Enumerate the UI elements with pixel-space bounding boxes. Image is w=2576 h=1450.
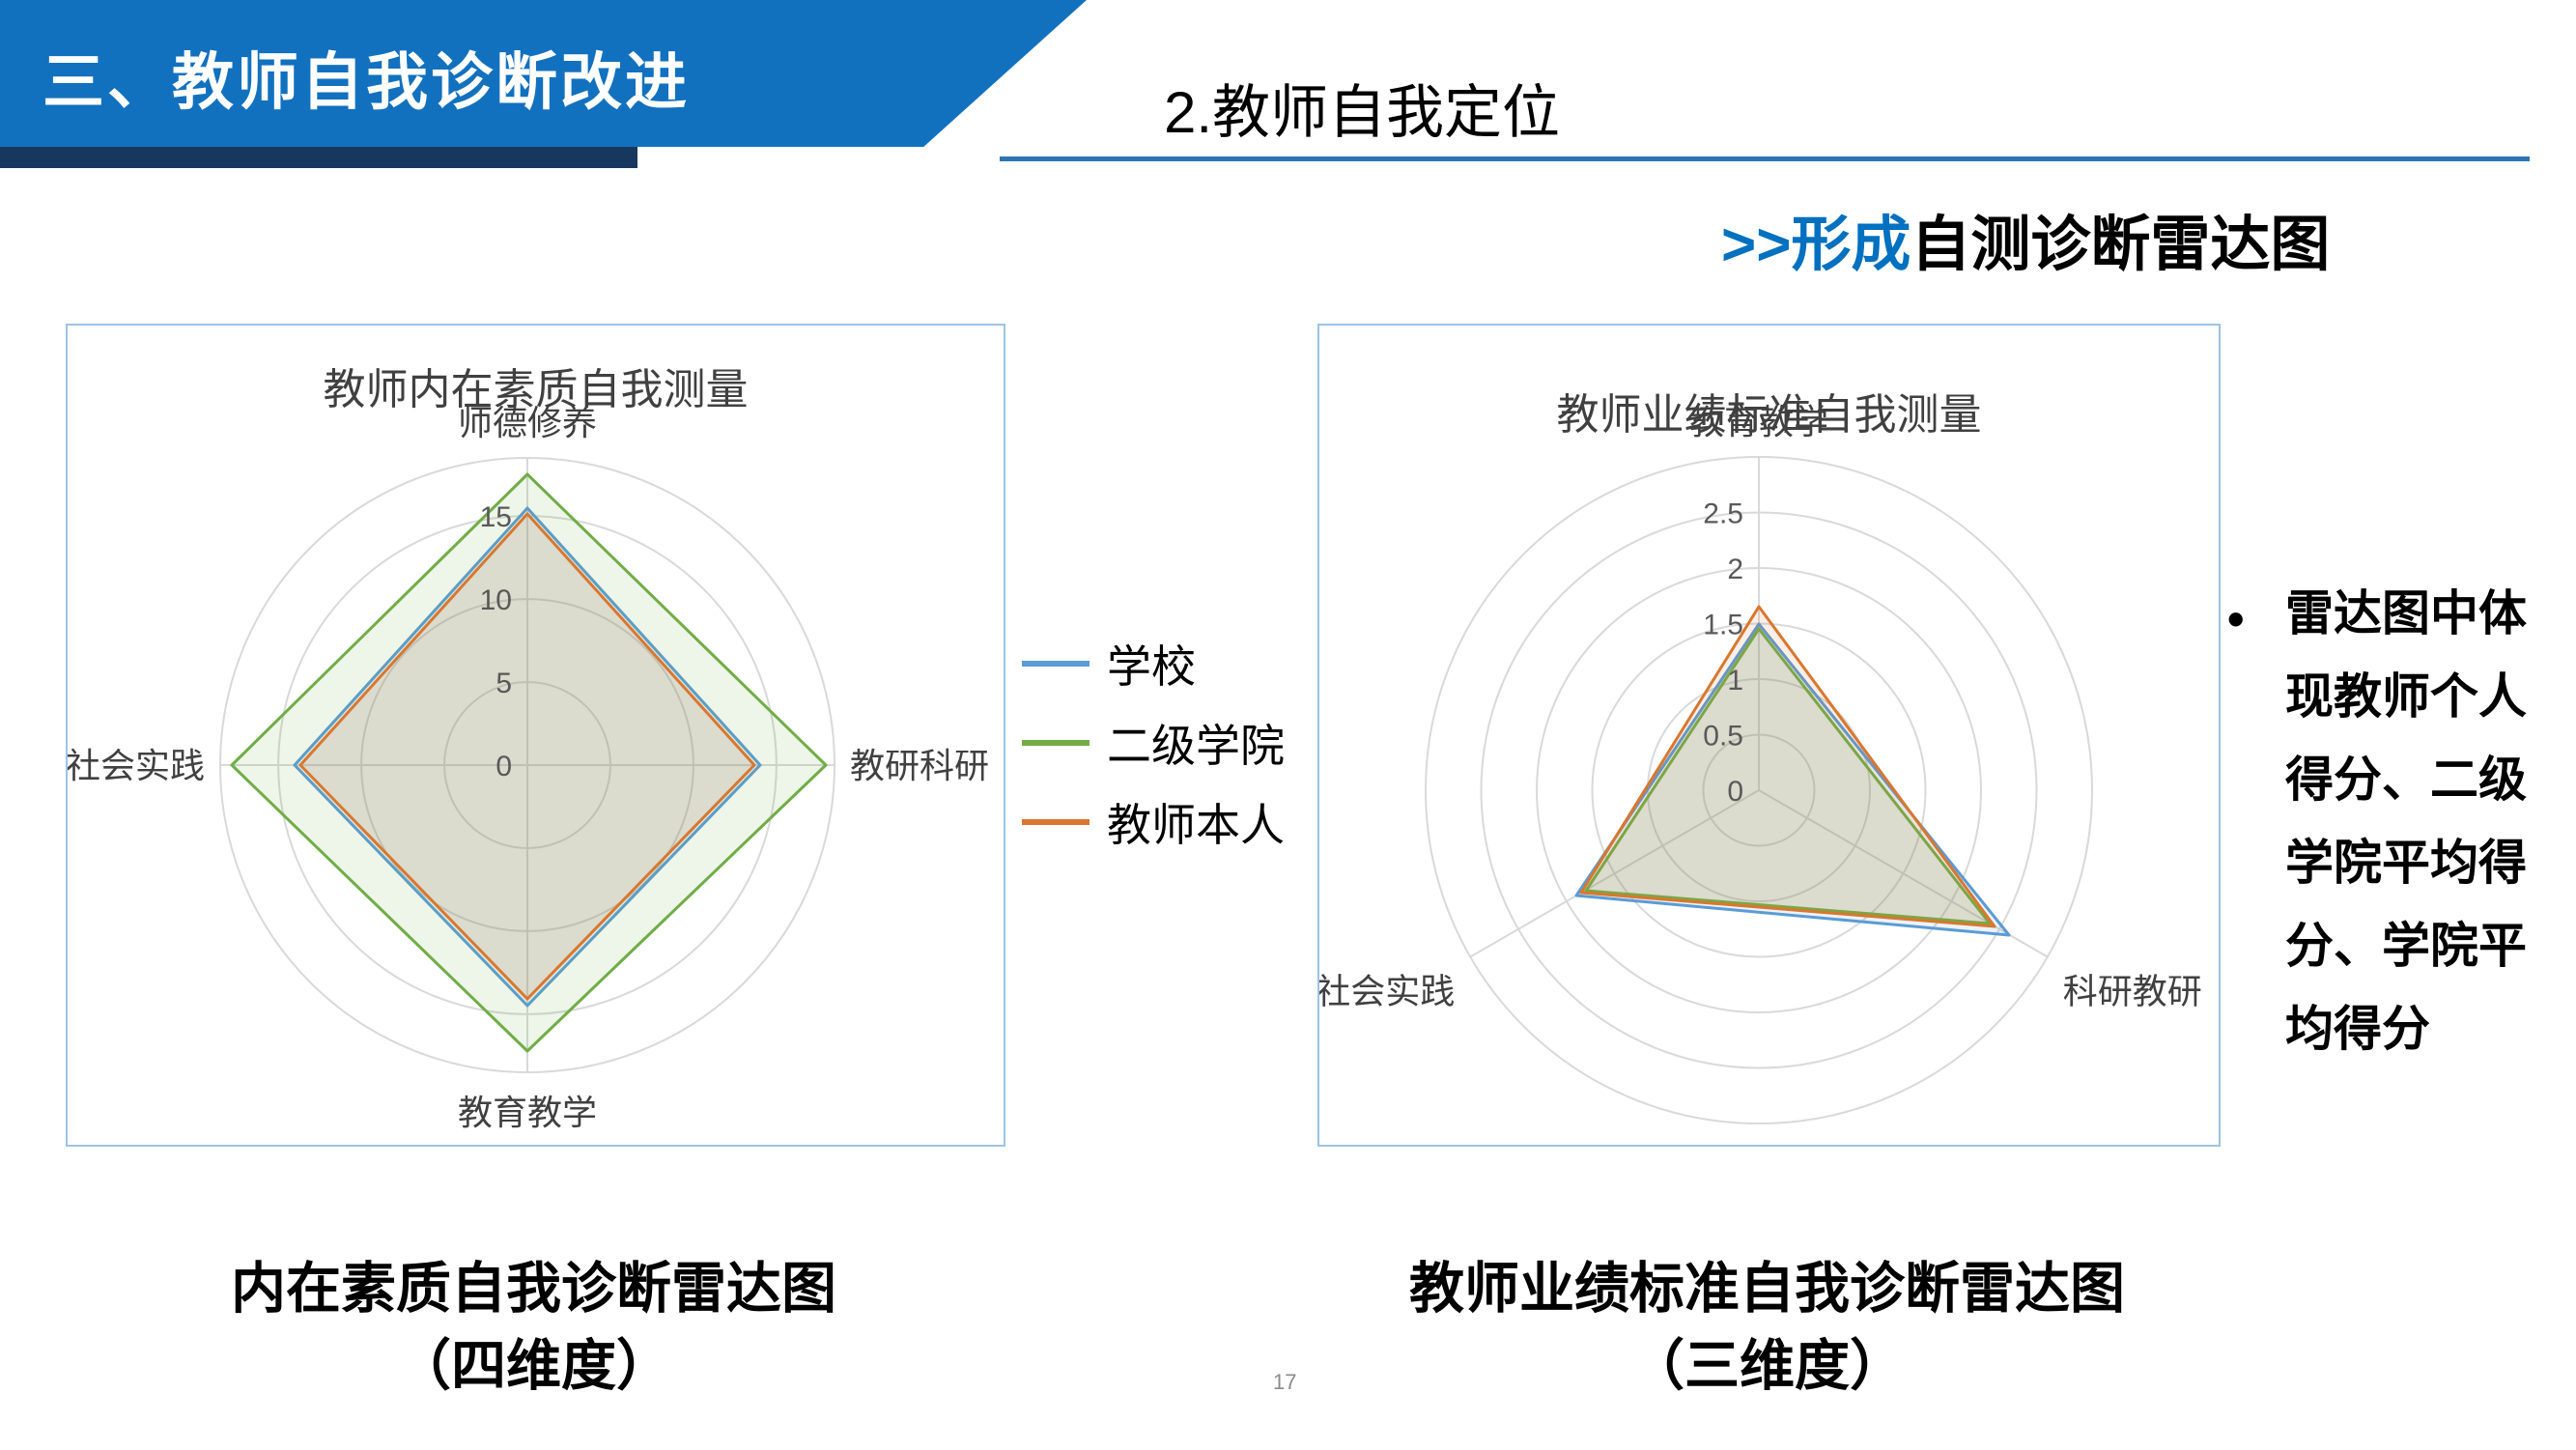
banner-accent-strip [0,147,637,168]
chart-title-performance: 教师业绩标准自我测量 [1556,391,1982,439]
legend: 学校 二级学院 教师本人 [1022,624,1285,862]
caption-inner-quality-line2: （四维度） [396,1335,671,1397]
svg-text:2: 2 [1727,554,1743,585]
legend-swatch-school [1022,661,1090,667]
legend-item-teacher: 教师本人 [1022,782,1285,862]
legend-label-teacher: 教师本人 [1107,800,1285,850]
caption-performance-line1: 教师业绩标准自我诊断雷达图 [1409,1258,2125,1320]
side-note-bullet: • [2227,592,2245,646]
svg-text:社会实践: 社会实践 [68,746,205,785]
svg-text:科研教研: 科研教研 [2063,972,2202,1011]
svg-text:1.5: 1.5 [1703,610,1743,641]
svg-text:0: 0 [495,751,512,782]
svg-text:0: 0 [1727,776,1743,808]
subtitle-main: 自测诊断雷达图 [1911,212,2331,278]
svg-text:教研科研: 教研科研 [850,746,989,785]
svg-text:15: 15 [480,501,512,533]
chart-panel-inner-quality: 0 5 10 15 师德修养教研科研教育教学 社会实践 教师内在素质自我测量 [66,324,1005,1147]
svg-text:师德修养: 师德修养 [458,403,597,442]
side-note-line: 现教师个人 [2285,669,2527,724]
svg-text:10: 10 [480,584,512,616]
page-number: 17 [1273,1370,1297,1394]
legend-label-college: 二级学院 [1107,721,1285,771]
subtitle: >>形成自测诊断雷达图 [1721,195,2330,282]
legend-item-school: 学校 [1022,624,1285,703]
section-title: 2.教师自我定位 [1164,80,1561,145]
svg-text:教育教学: 教育教学 [458,1093,597,1132]
svg-text:教育教学: 教育教学 [1689,402,1828,441]
caption-inner-quality-line1: 内在素质自我诊断雷达图 [231,1258,836,1320]
side-note-line: 分、学院平 [2285,919,2527,973]
side-note-line: 均得分 [2285,1002,2430,1056]
legend-swatch-teacher [1022,819,1090,825]
chart-title-inner-quality: 教师内在素质自我测量 [323,366,749,413]
legend-label-school: 学校 [1107,641,1196,692]
side-note-line: 学院平均得 [2285,836,2527,890]
svg-text:5: 5 [495,668,512,699]
side-note-line: 雷达图中体 [2285,586,2527,640]
banner-title: 三、教师自我诊断改进 [42,47,690,117]
subtitle-prefix: >>形成 [1721,212,1911,278]
side-note: 雷达图中体 现教师个人 得分、二级 学院平均得 分、学院平 均得分 [2285,572,2546,1070]
section-title-underline [1000,156,2530,161]
svg-text:0.5: 0.5 [1703,721,1743,753]
legend-item-college: 二级学院 [1022,703,1285,782]
svg-text:社会实践: 社会实践 [1319,972,1455,1011]
banner [0,0,1087,147]
side-note-line: 得分、二级 [2285,753,2527,807]
svg-text:1: 1 [1727,665,1743,697]
legend-swatch-college [1022,740,1090,746]
chart-panel-performance: 0 0.5 1 1.5 2 2.5 教育教学科研教研 社会实践 教师业绩标准自我测量 [1317,324,2221,1147]
caption-performance-line2: （三维度） [1629,1335,1905,1397]
svg-text:2.5: 2.5 [1703,498,1743,530]
